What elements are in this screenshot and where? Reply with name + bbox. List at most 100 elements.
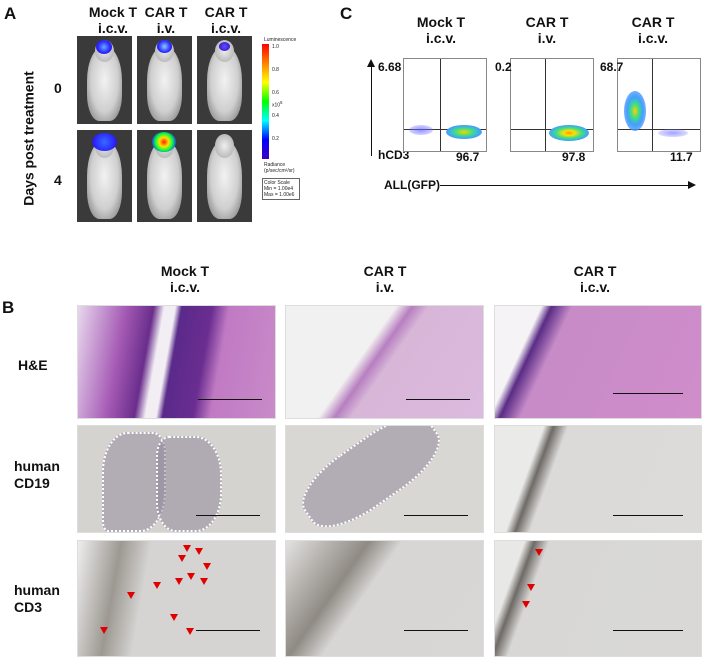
arrowhead-icon <box>178 555 186 562</box>
header-line: Mock T <box>160 263 210 279</box>
row-label-he: H&E <box>18 357 48 373</box>
panel-a-header-1: Mock T i.c.v. <box>78 4 148 36</box>
colorbar-tick: 0.4 <box>272 113 279 119</box>
header-line: i.c.v. <box>579 279 611 295</box>
quadrant-value-ul: 6.68 <box>378 60 402 74</box>
histology-image-cd3-car-icv <box>494 540 702 657</box>
histology-image-cd19-mock <box>77 425 276 533</box>
scale-bar <box>613 515 683 516</box>
header-line: Mock T <box>88 4 138 20</box>
header-line: i.v. <box>375 279 395 295</box>
row-label-cd3: human CD3 <box>14 582 60 616</box>
scale-bar <box>404 630 468 631</box>
header-line: Mock T <box>416 14 466 30</box>
scale-bar <box>613 630 683 631</box>
quadrant-value-ul: 68.7 <box>600 60 624 74</box>
day-4-label: 4 <box>54 172 62 188</box>
panel-a-header-2: CAR T i.v. <box>136 4 196 36</box>
colorbar-tick: 1.0 <box>272 44 279 50</box>
mouse-image <box>77 36 132 124</box>
panel-c-header-1: Mock T i.c.v. <box>406 14 476 46</box>
quadrant-value-lr: 11.7 <box>670 150 693 164</box>
header-line: i.c.v. <box>425 30 457 46</box>
histology-image-cd3-car-iv <box>285 540 484 657</box>
scale-title: Color Scale <box>264 180 290 186</box>
scale-bar <box>406 399 470 400</box>
panel-a-label: A <box>4 4 17 23</box>
header-line: i.c.v. <box>637 30 669 46</box>
days-axis-label: Days post treatment <box>20 71 37 206</box>
color-scale-box: Color Scale Min = 1.00e4 Max = 1.00e6 <box>262 178 300 200</box>
panel-c-header-3: CAR T i.c.v. <box>618 14 688 46</box>
row-label-line: CD19 <box>14 475 50 491</box>
quadrant-value-lr: 97.8 <box>562 150 586 164</box>
header-line: CAR T <box>573 263 617 279</box>
row-label-line: human <box>14 458 60 474</box>
header-line: i.c.v. <box>97 20 129 36</box>
histology-image-cd3-mock <box>77 540 276 657</box>
scale-bar <box>198 399 262 400</box>
arrowhead-icon <box>535 549 543 556</box>
arrowhead-icon <box>187 573 195 580</box>
scale-min: Min = 1.00e4 <box>264 186 294 192</box>
y-axis-arrow-line <box>371 66 372 156</box>
header-line: CAR T <box>363 263 407 279</box>
facs-plot <box>403 58 487 152</box>
arrowhead-icon <box>522 601 530 608</box>
scale-bar <box>196 630 260 631</box>
arrowhead-icon <box>175 578 183 585</box>
colorbar-title: Luminescence <box>264 37 297 43</box>
x-axis-arrow-line <box>440 185 688 186</box>
arrowhead-icon <box>186 628 194 635</box>
mouse-image <box>197 130 252 222</box>
histology-image-he-car-icv <box>494 305 702 419</box>
panel-c-header-2: CAR T i.v. <box>512 14 582 46</box>
arrowhead-icon <box>153 582 161 589</box>
header-line: CAR T <box>144 4 188 20</box>
arrow-right-icon <box>688 181 696 189</box>
row-label-cd19: human CD19 <box>14 458 60 492</box>
arrowhead-icon <box>170 614 178 621</box>
header-line: CAR T <box>631 14 675 30</box>
arrowhead-icon <box>127 592 135 599</box>
scale-bar <box>613 393 683 394</box>
panel-b-header-3: CAR T i.c.v. <box>550 263 640 295</box>
histology-image-he-car-iv <box>285 305 484 419</box>
histology-image-he-mock <box>77 305 276 419</box>
quadrant-value-ul: 0.2 <box>495 60 512 74</box>
panel-c-label: C <box>340 4 353 23</box>
colorbar-tick: 0.8 <box>272 67 279 73</box>
panel-b-header-1: Mock T i.c.v. <box>140 263 230 295</box>
header-line: i.c.v. <box>169 279 201 295</box>
row-label-line: CD3 <box>14 599 43 615</box>
day-0-label: 0 <box>54 80 62 96</box>
radiance-label: Radiance <box>264 162 286 168</box>
scale-max: Max = 1.00e6 <box>264 192 295 198</box>
panel-b-header-2: CAR T i.v. <box>340 263 430 295</box>
facs-plot <box>617 58 701 152</box>
quadrant-value-lr: 96.7 <box>456 150 480 164</box>
header-line: CAR T <box>204 4 248 20</box>
header-line: CAR T <box>525 14 569 30</box>
arrowhead-icon <box>527 584 535 591</box>
panel-a-header-3: CAR T i.c.v. <box>196 4 256 36</box>
colorbar-exponent: x106 <box>272 100 283 109</box>
row-label-line: human <box>14 582 60 598</box>
header-line: i.v. <box>156 20 176 36</box>
y-axis-label: hCD3 <box>378 148 410 162</box>
luminescence-colorbar <box>262 44 269 159</box>
mouse-image <box>137 36 192 124</box>
mouse-image <box>77 130 132 222</box>
arrowhead-icon <box>203 563 211 570</box>
arrowhead-icon <box>183 545 191 552</box>
arrow-up-icon <box>367 59 375 67</box>
arrowhead-icon <box>195 548 203 555</box>
header-line: i.c.v. <box>210 20 242 36</box>
histology-image-cd19-car-icv <box>494 425 702 533</box>
scale-bar <box>404 515 468 516</box>
histology-image-cd19-car-iv <box>285 425 484 533</box>
colorbar-tick: 0.2 <box>272 136 279 142</box>
panel-b-label: B <box>2 298 15 317</box>
x-axis-label: ALL(GFP) <box>384 178 440 192</box>
radiance-unit: (p/sec/cm²/sr) <box>264 168 295 174</box>
